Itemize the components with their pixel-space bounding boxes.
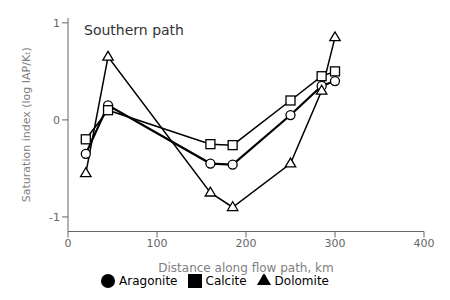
html-text:Southern path: Southern path <box>84 22 184 38</box>
svg-text:Saturation index (log IAP/Kₜ): Saturation index (log IAP/Kₜ) <box>20 47 33 202</box>
svg-text:200: 200 <box>236 237 257 250</box>
svg-text:1: 1 <box>53 17 60 30</box>
svg-text:-1: -1 <box>49 211 60 224</box>
svg-text:100: 100 <box>147 237 168 250</box>
svg-text:400: 400 <box>414 237 435 250</box>
svg-text:0: 0 <box>53 114 60 127</box>
html-text:Dolomite: Dolomite <box>274 273 329 288</box>
svg-text:Distance along flow path, km: Distance along flow path, km <box>158 261 333 275</box>
html-text:Aragonite: Aragonite <box>119 273 178 288</box>
svg-text:0: 0 <box>65 237 72 250</box>
html-text:Calcite: Calcite <box>205 273 247 288</box>
svg-text:300: 300 <box>325 237 346 250</box>
